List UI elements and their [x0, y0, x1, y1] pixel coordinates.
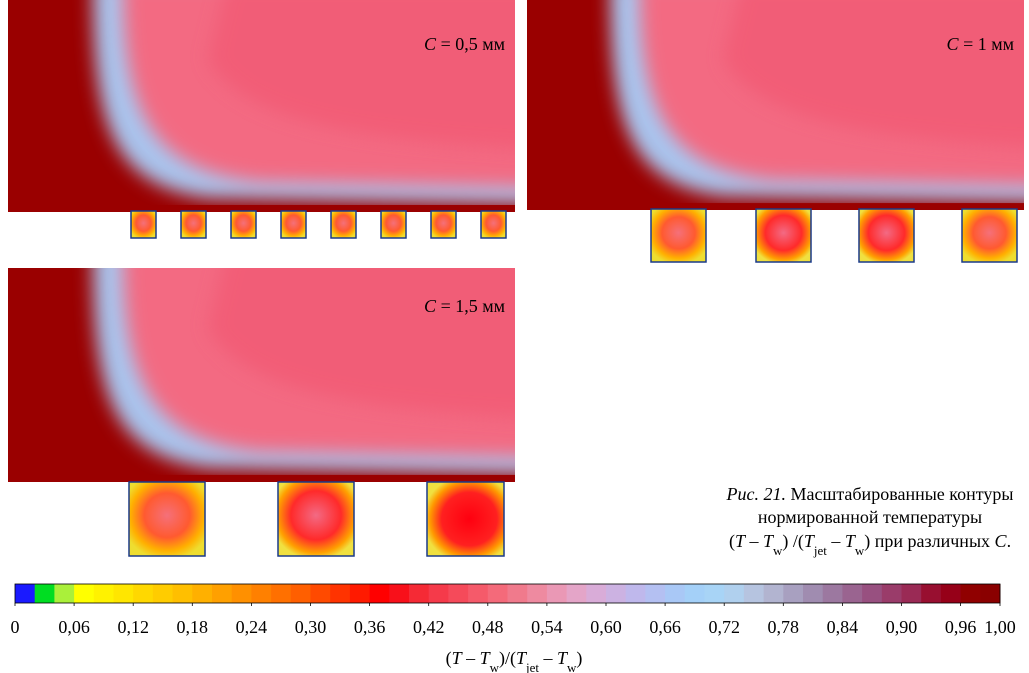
colorbar-swatch	[349, 584, 371, 603]
colorbar-tick-label: 0,18	[177, 617, 209, 637]
colorbar-swatch	[862, 584, 883, 603]
colorbar-tick-label: 0	[11, 617, 20, 637]
colorbar-swatch	[271, 584, 292, 603]
colorbar-swatch	[625, 584, 646, 603]
colorbar-swatch	[586, 584, 607, 603]
panel-1: C = 0,5 мм	[8, 0, 548, 239]
colorbar-swatch	[74, 584, 95, 603]
colorbar-swatch	[369, 584, 390, 603]
caption-line: (T – Tw) /(Tjet – Tw) при различных C.	[729, 531, 1011, 558]
colorbar-tick-label: 0,06	[58, 617, 90, 637]
colorbar-swatch	[842, 584, 863, 603]
colorbar-swatch	[881, 584, 902, 603]
colorbar-swatch	[468, 584, 489, 603]
colorbar-swatch	[704, 584, 725, 603]
colorbar-label: (T – Tw)/(Tjet – Tw)	[446, 648, 583, 673]
colorbar-swatch	[960, 584, 981, 603]
panel-2: C = 1 мм	[527, 0, 1029, 263]
caption: Рис. 21. Масштабированные контуры нормир…	[726, 484, 1014, 558]
panel-3: C = 1,5 мм	[8, 248, 548, 557]
colorbar-swatch	[133, 584, 154, 603]
colorbar-swatch	[93, 584, 114, 603]
colorbar-swatch	[921, 584, 942, 603]
panel-label: C = 1 мм	[947, 34, 1014, 54]
colorbar-swatch	[507, 584, 528, 603]
colorbar-swatch	[763, 584, 784, 603]
colorbar-swatch	[743, 584, 765, 603]
cavities	[130, 210, 507, 239]
colorbar-swatch	[251, 584, 272, 603]
colorbar-swatch	[192, 584, 213, 603]
colorbar-swatch	[901, 584, 922, 603]
colorbar-swatch	[172, 584, 193, 603]
colorbar-tick-label: 0,60	[590, 617, 622, 637]
colorbar-swatch	[113, 584, 134, 603]
colorbar-swatch	[409, 584, 430, 603]
colorbar-swatch	[34, 584, 55, 603]
colorbar-swatch	[212, 584, 233, 603]
colorbar-tick-label: 0,96	[945, 617, 977, 637]
colorbar-swatch	[783, 584, 804, 603]
colorbar-tick-label: 0,66	[649, 617, 681, 637]
colorbar-tick-label: 0,72	[708, 617, 740, 637]
colorbar-swatch	[803, 584, 824, 603]
colorbar-swatch	[310, 584, 331, 603]
colorbar-swatch	[980, 584, 1001, 603]
colorbar-swatch	[15, 584, 36, 603]
panel-label: C = 0,5 мм	[424, 34, 505, 54]
colorbar-tick-label: 0,24	[236, 617, 268, 637]
colorbar-tick-label: 0,42	[413, 617, 445, 637]
colorbar-tick-label: 1,00	[984, 617, 1016, 637]
colorbar-tick-label: 0,48	[472, 617, 504, 637]
colorbar-tick-label: 0,30	[295, 617, 327, 637]
colorbar-swatch	[487, 584, 508, 603]
colorbar: 0 0,06 0,12 0,18 0,24 0,30 0,36 0,42 0,48 0,54 0,6…	[11, 583, 1016, 637]
colorbar-swatch	[546, 584, 568, 603]
colorbar-swatch	[606, 584, 627, 603]
colorbar-tick-label: 0,54	[531, 617, 563, 637]
colorbar-swatch	[330, 584, 351, 603]
colorbar-swatch	[290, 584, 311, 603]
colorbar-swatch	[152, 584, 174, 603]
colorbar-tick-label: 0,12	[117, 617, 149, 637]
colorbar-swatch	[645, 584, 666, 603]
colorbar-frame	[14, 583, 1001, 604]
cavities	[650, 208, 1018, 263]
colorbar-swatch	[54, 584, 75, 603]
colorbar-swatch	[822, 584, 843, 603]
colorbar-tick-label: 0,90	[886, 617, 918, 637]
colorbar-swatch	[724, 584, 745, 603]
colorbar-swatch	[684, 584, 705, 603]
colorbar-tick-label: 0,84	[827, 617, 859, 637]
colorbar-swatch	[389, 584, 410, 603]
caption-line: Рис. 21. Масштабированные контуры	[726, 484, 1014, 504]
colorbar-swatch	[428, 584, 449, 603]
colorbar-swatch	[231, 584, 252, 603]
colorbar-swatch	[665, 584, 686, 603]
colorbar-swatch	[940, 584, 962, 603]
cavities	[128, 481, 505, 557]
panel-label: C = 1,5 мм	[424, 296, 505, 316]
colorbar-swatch	[566, 584, 587, 603]
colorbar-tick-label: 0,36	[354, 617, 386, 637]
colorbar-swatch	[448, 584, 469, 603]
caption-line: нормированной температуры	[758, 507, 982, 527]
colorbar-swatch	[527, 584, 548, 603]
colorbar-tick-label: 0,78	[768, 617, 800, 637]
